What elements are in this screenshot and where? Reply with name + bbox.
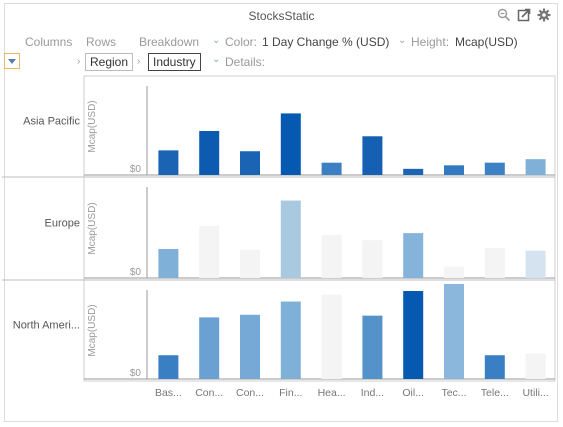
bar-0-6 (403, 168, 424, 175)
row-label-2: North Ameri... (13, 320, 80, 332)
bar-1-2 (240, 249, 260, 278)
expand-dropdown-button[interactable] (4, 53, 20, 69)
bar-2-6 (403, 291, 424, 379)
bar-2-4 (321, 294, 342, 379)
columns-shelf-label[interactable]: Columns (25, 35, 73, 49)
rows-arrow-icon: › (137, 56, 141, 67)
title-toolbar (497, 8, 551, 22)
details-chevron-icon[interactable]: ⌄ (212, 54, 221, 65)
x-tick-label: Oil... (402, 387, 424, 399)
bar-2-2 (240, 314, 260, 379)
zero-tick-label: $0 (130, 267, 142, 278)
bar-0-8 (484, 162, 505, 175)
bar-2-1 (199, 317, 220, 379)
zero-tick-label: $0 (130, 368, 142, 379)
bar-1-3 (280, 200, 301, 278)
zero-tick-label: $0 (130, 164, 142, 175)
row-label-1: Europe (45, 218, 80, 230)
rows-shelf-label[interactable]: Rows (86, 35, 117, 49)
bar-0-5 (362, 136, 383, 175)
height-value[interactable]: Mcap(USD) (455, 35, 518, 49)
x-tick-label: Ind... (361, 387, 384, 399)
y-axis-label: Mcap(USD) (87, 100, 98, 152)
rows-arrow-icon: › (77, 56, 81, 67)
x-tick-label: Hea... (318, 387, 346, 399)
bar-1-4 (321, 234, 342, 278)
bar-0-3 (280, 113, 301, 175)
x-tick-label: Con... (195, 387, 223, 399)
bar-2-8 (484, 355, 505, 379)
bar-2-7 (444, 283, 464, 379)
gear-icon[interactable] (537, 8, 551, 22)
color-label: Color: (225, 35, 258, 49)
bar-1-9 (525, 250, 546, 278)
bar-1-5 (362, 240, 383, 278)
x-tick-label: Fin... (279, 387, 302, 399)
popout-icon[interactable] (517, 8, 531, 22)
window-title: StocksStatic (248, 9, 315, 23)
x-tick-label: Tec... (441, 387, 466, 399)
bar-2-9 (525, 353, 546, 379)
bar-1-7 (444, 266, 464, 278)
bar-1-6 (403, 233, 424, 278)
color-value[interactable]: 1 Day Change % (USD) (262, 35, 390, 49)
bar-0-4 (321, 162, 342, 175)
bar-2-5 (362, 315, 383, 379)
x-tick-label: Tele... (481, 387, 509, 399)
row-label-0: Asia Pacific (23, 116, 80, 128)
bar-0-2 (240, 151, 260, 175)
y-axis-label: Mcap(USD) (87, 304, 98, 356)
rows-item-region[interactable]: Region (85, 53, 134, 71)
bar-2-0 (158, 355, 179, 379)
x-tick-label: Con... (236, 387, 264, 399)
rows-item-industry[interactable]: Industry (148, 53, 201, 71)
plot-area-border (83, 75, 556, 382)
bar-1-0 (158, 248, 179, 278)
details-label[interactable]: Details: (225, 55, 266, 69)
height-chevron-icon[interactable]: ⌄ (398, 35, 407, 46)
bar-2-3 (280, 301, 301, 379)
visualization-frame (4, 3, 558, 422)
bar-0-0 (158, 150, 179, 175)
breakdown-shelf-label[interactable]: Breakdown (139, 35, 200, 49)
color-chevron-icon[interactable]: ⌄ (212, 35, 221, 46)
y-axis-label: Mcap(USD) (87, 202, 98, 254)
bar-0-9 (525, 159, 546, 175)
x-tick-label: Utili... (522, 387, 548, 399)
bar-0-1 (199, 131, 220, 175)
x-tick-label: Bas... (155, 387, 182, 399)
height-label: Height: (411, 35, 450, 49)
bar-1-1 (199, 226, 220, 278)
zoom-out-icon[interactable] (497, 8, 511, 22)
bar-1-8 (484, 248, 505, 278)
bar-0-7 (444, 165, 464, 175)
